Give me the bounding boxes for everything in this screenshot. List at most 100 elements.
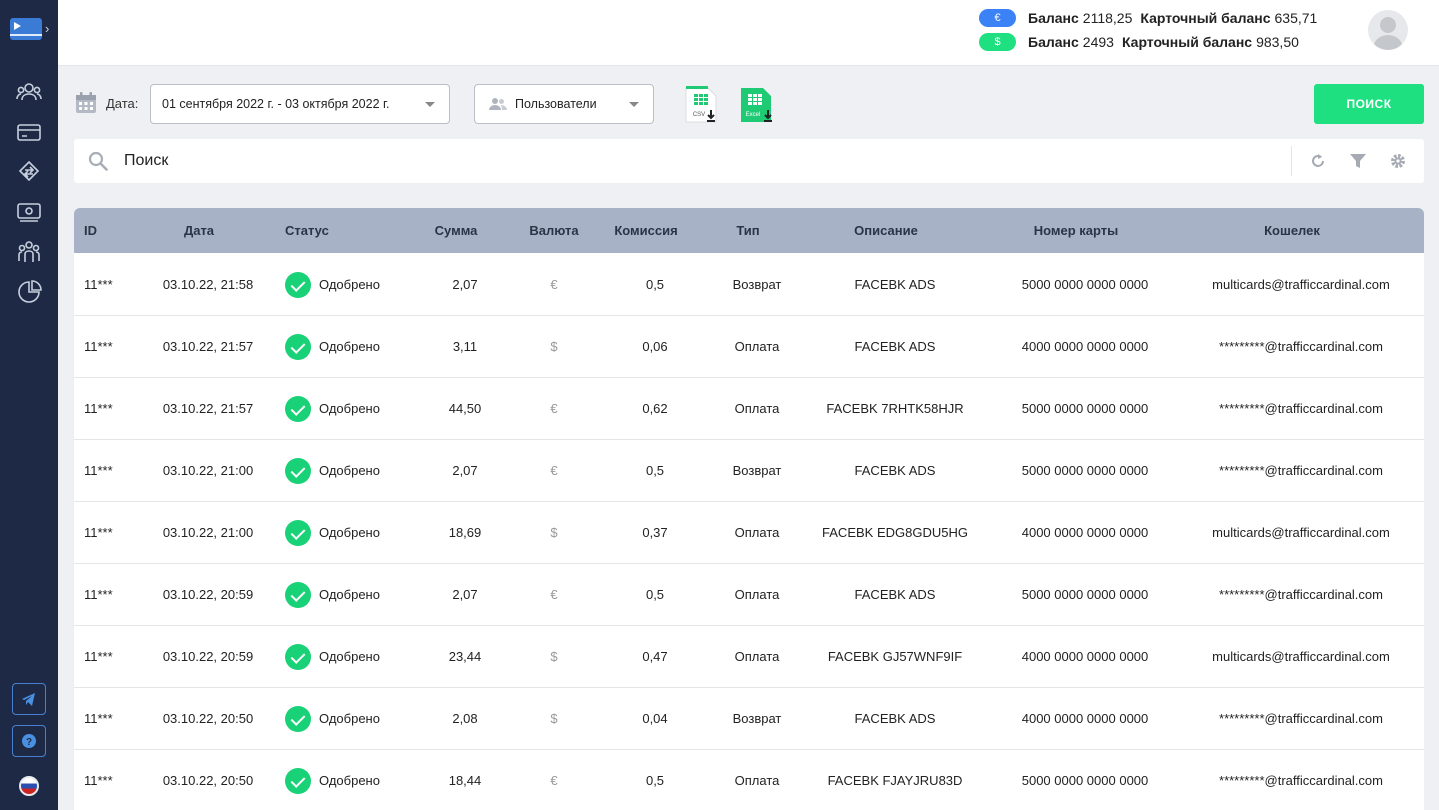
cell-card-number: 4000 0000 0000 0000 xyxy=(1021,525,1149,540)
divider xyxy=(1291,146,1292,176)
help-icon: ? xyxy=(22,734,36,748)
search-input[interactable]: Поиск xyxy=(124,152,169,169)
svg-text:?: ? xyxy=(26,737,32,748)
date-range-select[interactable]: 01 сентября 2022 г. - 03 октября 2022 г. xyxy=(150,84,450,124)
search-bar: Поиск xyxy=(74,139,1424,183)
approved-check-icon xyxy=(285,768,311,794)
table-row[interactable]: 11*** 03.10.22, 21:58 Одобрено 2,07 €0,5 Возв… xyxy=(74,254,1424,316)
cell-currency: € xyxy=(550,773,558,788)
card-balance-value: 983,50 xyxy=(1256,34,1299,50)
cell-status: Одобрено xyxy=(319,463,380,478)
column-header[interactable]: Номер карты xyxy=(1033,223,1119,238)
excel-download-icon[interactable]: Excel xyxy=(740,86,774,124)
table-row[interactable]: 11*** 03.10.22, 21:00 Одобрено 2,07 €0,5 Возв… xyxy=(74,440,1424,502)
users-icon[interactable] xyxy=(14,237,44,267)
cell-type: Возврат xyxy=(732,463,782,478)
cell-status: Одобрено xyxy=(319,711,380,726)
cell-currency: $ xyxy=(550,339,558,354)
table-row[interactable]: 11*** 03.10.22, 21:00 Одобрено 18,69 $0,37 Оп… xyxy=(74,502,1424,564)
cell-wallet: *********@trafficcardinal.com xyxy=(1219,463,1383,478)
table-row[interactable]: 11*** 03.10.22, 20:59 Одобрено 23,44 $0,47 Оп… xyxy=(74,626,1424,688)
cell-status: Одобрено xyxy=(319,277,380,292)
cell-date: 03.10.22, 21:57 xyxy=(162,339,254,354)
column-header[interactable]: Статус xyxy=(285,223,329,238)
date-label: Дата: xyxy=(106,96,139,111)
money-icon[interactable] xyxy=(14,197,44,227)
cell-amount: 44,50 xyxy=(448,401,482,416)
cell-type: Возврат xyxy=(732,711,782,726)
cell-amount: 23,44 xyxy=(448,649,482,664)
balance-row: € Баланс 2118,25 Карточный баланс 635,71 xyxy=(979,8,1317,28)
logo[interactable] xyxy=(10,18,42,40)
cell-description: FACEBK ADS xyxy=(854,587,936,602)
column-header[interactable]: ID xyxy=(84,223,97,238)
refresh-icon[interactable] xyxy=(1309,152,1327,170)
chevron-right-icon[interactable]: › xyxy=(45,21,50,36)
avatar[interactable] xyxy=(1368,10,1408,50)
cell-currency: € xyxy=(550,277,558,292)
cell-status: Одобрено xyxy=(319,773,380,788)
cell-commission: 0,5 xyxy=(645,277,665,292)
cell-amount: 3,11 xyxy=(452,339,478,354)
search-button[interactable]: ПОИСК xyxy=(1314,84,1424,124)
table-row[interactable]: 11*** 03.10.22, 21:57 Одобрено 3,11 $0,06 Опл… xyxy=(74,316,1424,378)
table-row[interactable]: 11*** 03.10.22, 20:59 Одобрено 2,07 €0,5 Опла… xyxy=(74,564,1424,626)
approved-check-icon xyxy=(285,334,311,360)
column-header[interactable]: Кошелек xyxy=(1264,223,1320,238)
cell-wallet: multicards@trafficcardinal.com xyxy=(1212,525,1390,540)
cell-wallet: *********@trafficcardinal.com xyxy=(1219,711,1383,726)
cell-commission: 0,5 xyxy=(645,587,665,602)
table-row[interactable]: 11*** 03.10.22, 21:57 Одобрено 44,50 €0,62 Оп… xyxy=(74,378,1424,440)
cell-description: FACEBK ADS xyxy=(854,463,936,478)
cell-amount: 18,44 xyxy=(448,773,482,788)
cell-description: FACEBK ADS xyxy=(854,339,936,354)
csv-download-icon[interactable]: CSV xyxy=(684,86,718,124)
column-header[interactable]: Тип xyxy=(736,223,760,238)
card-icon[interactable] xyxy=(14,117,44,147)
cell-description: FACEBK EDG8GDU5HG xyxy=(822,525,968,540)
cell-status: Одобрено xyxy=(319,525,380,540)
telegram-button[interactable] xyxy=(12,683,46,715)
cell-id: 11*** xyxy=(84,525,113,540)
exchange-icon[interactable] xyxy=(14,157,44,187)
gear-icon[interactable] xyxy=(1389,152,1407,170)
approved-check-icon xyxy=(285,272,311,298)
cell-wallet: multicards@trafficcardinal.com xyxy=(1212,649,1390,664)
table-row[interactable]: 11*** 03.10.22, 20:50 Одобрено 18,44 €0,5 Опл… xyxy=(74,750,1424,810)
cell-currency: $ xyxy=(550,649,558,664)
transactions-table: ID Дата Статус Сумма Валюта Комиссия Тип Описан… xyxy=(74,208,1424,810)
cell-id: 11*** xyxy=(84,401,113,416)
cell-type: Возврат xyxy=(732,277,782,292)
cell-id: 11*** xyxy=(84,277,113,292)
cell-card-number: 5000 0000 0000 0000 xyxy=(1021,587,1149,602)
cell-date: 03.10.22, 20:50 xyxy=(162,773,254,788)
card-balance-label: Карточный баланс xyxy=(1121,34,1253,50)
approved-check-icon xyxy=(285,644,311,670)
column-header[interactable]: Дата xyxy=(183,223,215,238)
svg-text:Excel: Excel xyxy=(746,112,761,118)
pie-chart-icon[interactable] xyxy=(14,277,44,307)
cell-date: 03.10.22, 21:00 xyxy=(162,525,254,540)
column-header[interactable]: Комиссия xyxy=(614,223,678,238)
column-header[interactable]: Сумма xyxy=(434,223,478,238)
column-header[interactable]: Валюта xyxy=(529,223,579,238)
currency-badge: $ xyxy=(979,33,1016,51)
header: € Баланс 2118,25 Карточный баланс 635,71 $ Бал… xyxy=(58,0,1439,66)
filter-icon[interactable] xyxy=(1349,152,1367,170)
language-flag[interactable] xyxy=(19,776,39,796)
users-select[interactable]: Пользователи xyxy=(474,84,654,124)
svg-text:CSV: CSV xyxy=(693,112,705,118)
table-row[interactable]: 11*** 03.10.22, 20:50 Одобрено 2,08 $0,04 Воз… xyxy=(74,688,1424,750)
team-icon[interactable] xyxy=(14,77,44,107)
cell-currency: € xyxy=(550,463,558,478)
chevron-down-icon xyxy=(629,102,639,107)
cell-date: 03.10.22, 21:57 xyxy=(162,401,254,416)
cell-date: 03.10.22, 20:50 xyxy=(162,711,254,726)
cell-id: 11*** xyxy=(84,649,113,664)
cell-date: 03.10.22, 20:59 xyxy=(162,649,254,664)
column-header[interactable]: Описание xyxy=(854,223,918,238)
help-button[interactable]: ? xyxy=(12,725,46,757)
cell-wallet: *********@trafficcardinal.com xyxy=(1219,773,1383,788)
cell-amount: 2,07 xyxy=(452,587,478,602)
telegram-icon xyxy=(22,693,35,706)
